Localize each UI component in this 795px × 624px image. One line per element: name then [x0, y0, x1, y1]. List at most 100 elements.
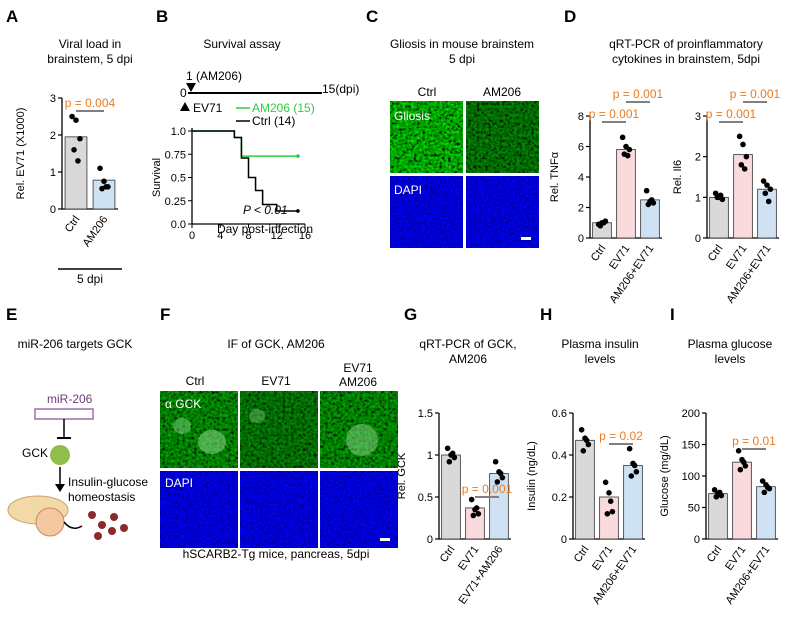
D1-y-label: Rel. TNFα	[549, 151, 561, 202]
panel-f-dapi-ev71-image	[240, 471, 318, 548]
B-x-tick-label: 4	[217, 230, 223, 242]
D1-pval-label: p = 0.001	[613, 87, 664, 101]
I-bar-ev71	[732, 461, 752, 540]
B-x-tick-label: 8	[245, 230, 251, 242]
B-series-line-0	[192, 130, 298, 157]
panel-letter-h: H	[540, 305, 552, 324]
H-y-tick-label: 0.2	[552, 492, 567, 504]
A-point	[69, 113, 75, 120]
G-y-tick-label: 0	[427, 534, 433, 546]
H-y-tick-label: 0.4	[552, 450, 567, 462]
I-point	[740, 459, 747, 465]
H-point	[578, 427, 585, 433]
D2-x-tick-label: Ctrl	[706, 243, 726, 264]
panel-letter-i: I	[670, 305, 675, 324]
D1-point	[600, 219, 607, 226]
panel-b-ev71-arrow-icon	[180, 102, 190, 111]
islet-icon	[35, 507, 65, 537]
I-y-tick-label: 50	[688, 503, 700, 515]
B-series-line-1	[192, 130, 298, 212]
panel-g-title-line1: qRT-PCR of GCK,	[419, 337, 516, 351]
B-y-tick-label: 0.75	[165, 149, 186, 161]
glucose-dot-icon	[88, 511, 96, 519]
panel-letter-g: G	[404, 305, 417, 324]
arrow-down-icon	[55, 484, 65, 492]
D1-bar-ev71	[616, 149, 636, 239]
panel-f-images	[160, 391, 398, 548]
D1-point	[619, 134, 626, 141]
D2-bar-ctrl	[709, 196, 729, 239]
I-y-label: Glucose (mg/dL)	[659, 435, 671, 516]
D1-y-tick-label: 0	[578, 233, 584, 245]
panel-f-col-am206: AM206	[339, 375, 377, 389]
I-point	[764, 484, 771, 491]
A-y-tick-label: 1	[50, 167, 56, 179]
panel-a-title-line2: brainstem, 5 dpi	[47, 52, 132, 66]
I-bar-ctrl	[708, 493, 728, 540]
panel-d-title-line2: cytokines in brainstem, 5dpi	[612, 52, 760, 66]
panel-f-dapi-ctrl-image	[160, 471, 238, 548]
panel-c-col-ctrl: Ctrl	[418, 85, 437, 99]
A-x-tick-label: AM206	[81, 214, 111, 249]
panel-e-title: miR-206 targets GCK	[18, 337, 133, 351]
A-y-tick-label: 0	[50, 204, 56, 216]
B-x-tick-label: 12	[271, 230, 283, 242]
B-series-end-point	[296, 209, 300, 213]
D1-y-tick-label: 6	[578, 142, 584, 154]
I-y-tick-label: 0	[694, 534, 700, 546]
G-bar-ctrl	[441, 454, 461, 540]
B-series-end-point	[296, 154, 300, 158]
panel-c-title-line1: Gliosis in mouse brainstem	[390, 37, 534, 51]
A-point	[97, 165, 103, 172]
panel-c-gliosis-ctrl-image	[390, 101, 463, 173]
G-pval-label: p = 0.001	[462, 482, 513, 496]
D2-point	[760, 178, 767, 184]
G-point	[468, 496, 475, 503]
H-x-tick-label: Ctrl	[572, 544, 592, 565]
D1-point	[626, 146, 633, 153]
panel-i-title-line2: levels	[715, 352, 746, 366]
panel-f-scale-bar	[380, 538, 390, 541]
panel-a-title-line1: Viral load in	[59, 37, 121, 51]
panel-d-title-line1: qRT-PCR of proinflammatory	[609, 37, 763, 51]
panel-a-xlabel: 5 dpi	[77, 272, 103, 286]
D2-point	[762, 190, 769, 197]
panel-b-dpi-end: 15(dpi)	[322, 82, 359, 96]
H-pval-label: p = 0.02	[599, 429, 643, 443]
D1-pval-label: p = 0.001	[589, 107, 640, 121]
panel-f-row-dapi: DAPI	[165, 476, 193, 490]
A-point	[75, 158, 81, 164]
H-y-tick-label: 0	[561, 534, 567, 546]
A-point	[77, 135, 83, 142]
H-point	[628, 473, 635, 479]
H-bar-ev71	[599, 496, 619, 540]
G-point	[449, 450, 456, 457]
H-bar-ctrl	[575, 439, 595, 540]
D2-point	[764, 182, 770, 188]
I-y-tick-label: 150	[682, 440, 700, 452]
D2-point	[743, 153, 750, 160]
A-point	[103, 184, 109, 190]
panel-f-caption: hSCARB2-Tg mice, pancreas, 5dpi	[183, 547, 370, 561]
D1-y-tick-label: 2	[578, 203, 584, 215]
panel-c-gliosis-am206-image	[466, 101, 539, 173]
panel-c-row-dapi: DAPI	[394, 183, 422, 197]
panel-e-mir206-label: miR-206	[47, 392, 93, 406]
panel-letter-d: D	[564, 7, 576, 26]
H-point	[580, 448, 587, 454]
D1-point	[645, 201, 652, 208]
membrane-icon	[34, 408, 94, 420]
A-point	[101, 178, 107, 185]
panel-b-xlabel: Day post-infection	[217, 222, 313, 236]
H-point	[626, 445, 633, 452]
panel-b-zero: 0	[180, 86, 187, 100]
G-y-tick-label: 1.5	[418, 408, 433, 420]
panel-f-row-gck: α GCK	[165, 397, 201, 411]
panel-letter-f: F	[160, 305, 170, 324]
panel-c-dapi-ctrl-image	[390, 176, 463, 248]
I-point	[759, 478, 766, 484]
panel-f-gck-ctrl-image	[160, 391, 238, 468]
D1-x-tick-label: Ctrl	[589, 243, 609, 264]
A-y-label: Rel. EV71 (X1000)	[15, 108, 27, 200]
